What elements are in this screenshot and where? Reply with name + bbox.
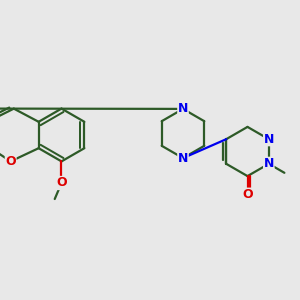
Text: O: O — [5, 155, 16, 168]
Text: O: O — [242, 188, 253, 201]
Text: O: O — [56, 176, 67, 190]
Text: N: N — [264, 157, 274, 170]
Text: N: N — [178, 152, 188, 165]
Text: N: N — [264, 133, 274, 146]
Text: N: N — [178, 102, 188, 116]
